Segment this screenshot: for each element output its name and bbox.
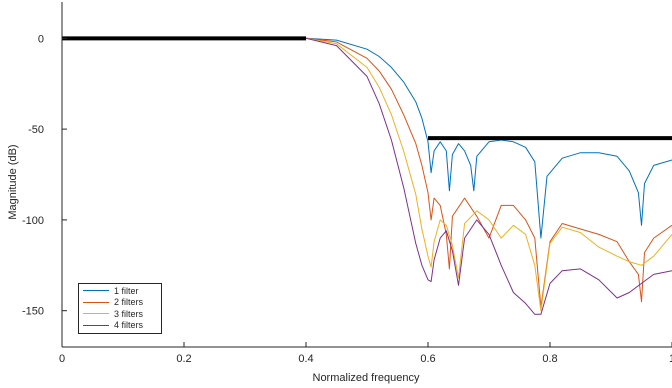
legend-label: 1 filter <box>114 285 139 296</box>
x-tick-label: 0.2 <box>176 353 191 365</box>
legend-label: 3 filters <box>114 308 144 319</box>
y-tick-label: -50 <box>28 124 44 136</box>
series-line-3 <box>62 37 672 312</box>
legend-item: 2 filters <box>79 297 161 309</box>
x-tick-label: 0.6 <box>420 353 435 365</box>
series-line-1 <box>62 37 672 239</box>
series-line-4 <box>62 37 672 315</box>
x-tick-label: 0 <box>59 353 65 365</box>
legend: 1 filter 2 filters 3 filters 4 filters <box>78 283 162 334</box>
series-line-2 <box>62 37 672 308</box>
x-axis-label: Normalized frequency <box>313 372 420 384</box>
legend-swatch <box>83 290 109 292</box>
axes-layer: 0 0.2 0.4 0.6 0.8 1 0 -50 -100 -150 <box>22 2 672 365</box>
y-tick-label: 0 <box>38 33 44 45</box>
x-tick-label: 1 <box>669 353 672 365</box>
legend-item: 1 filter <box>79 285 161 297</box>
legend-swatch <box>83 324 109 326</box>
legend-swatch <box>83 301 109 303</box>
legend-item: 4 filters <box>79 320 161 332</box>
mask-layer <box>62 36 672 141</box>
y-tick-label: -150 <box>22 306 44 318</box>
legend-label: 2 filters <box>114 297 144 308</box>
legend-item: 3 filters <box>79 308 161 320</box>
legend-swatch <box>83 313 109 315</box>
series-layer <box>62 37 672 315</box>
y-tick-label: -100 <box>22 215 44 227</box>
x-tick-label: 0.8 <box>542 353 557 365</box>
x-tick-label: 0.4 <box>298 353 313 365</box>
y-axis-label: Magnitude (dB) <box>7 144 19 219</box>
legend-label: 4 filters <box>114 320 144 331</box>
